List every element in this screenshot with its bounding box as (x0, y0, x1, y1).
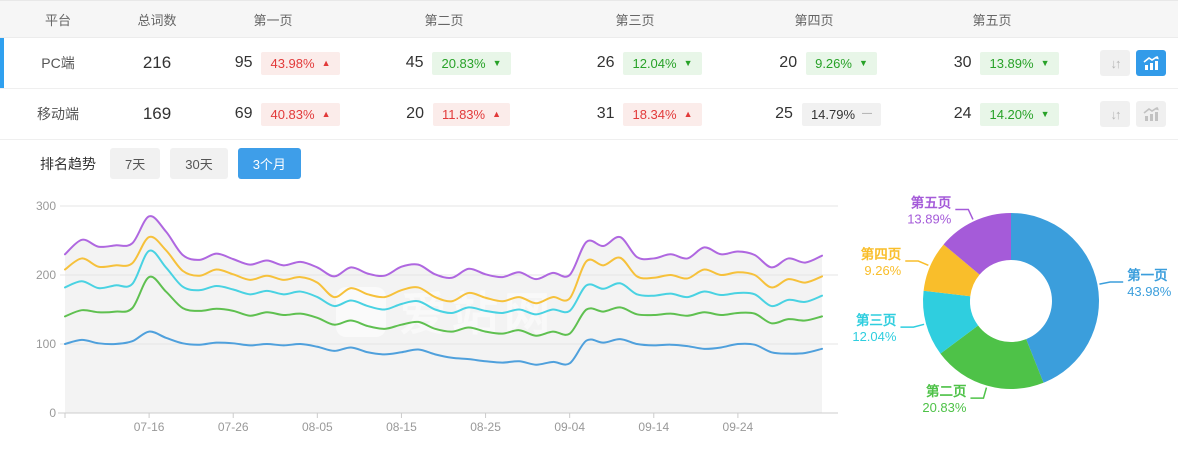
page3-pct: 18.34% (632, 106, 677, 122)
page5-count: 24 (953, 105, 972, 122)
page2-pct-badge: 11.83% (432, 102, 511, 126)
page4-pct: 9.26% (815, 55, 852, 71)
row-actions: ↓↑ (1086, 50, 1178, 76)
svg-text:08-05: 08-05 (302, 420, 333, 434)
table-row-mobile[interactable]: 移动端 169 69 40.83% 20 11.83% 31 18.34% 25… (0, 89, 1178, 140)
page4-pct-badge: 14.79% (801, 102, 882, 126)
tab-7-days[interactable]: 7天 (110, 148, 161, 179)
svg-text:第四页: 第四页 (861, 246, 902, 262)
trend-toolbar: 排名趋势 7天 30天 3个月 (0, 140, 1178, 187)
page2-cell: 45 20.83% (348, 51, 540, 75)
trend-chart-icon[interactable] (1136, 101, 1166, 127)
svg-text:300: 300 (36, 199, 56, 213)
svg-text:43.98%: 43.98% (1127, 284, 1172, 299)
page5-pct: 14.20% (989, 106, 1034, 122)
sort-arrows-icon[interactable]: ↓↑ (1100, 50, 1130, 76)
page1-count: 95 (234, 54, 253, 71)
svg-text:9.26%: 9.26% (864, 263, 901, 278)
platform-label: PC端 (41, 55, 75, 71)
platform-label: 移动端 (37, 106, 79, 122)
svg-text:20.83%: 20.83% (922, 400, 967, 415)
page1-cell: 69 40.83% (198, 102, 348, 126)
total-words: 216 (142, 53, 172, 72)
svg-text:0: 0 (49, 406, 56, 420)
col-header-platform: 平台 (44, 12, 71, 28)
page4-cell: 25 14.79% (730, 102, 898, 126)
svg-text:第一页: 第一页 (1127, 267, 1168, 283)
col-header-total: 总词数 (137, 12, 177, 28)
col-header-page2: 第二页 (424, 12, 464, 28)
page3-pct: 12.04% (632, 55, 677, 71)
page2-pct-badge: 20.83% (432, 51, 511, 75)
svg-text:09-24: 09-24 (723, 420, 754, 434)
page5-pct-badge: 13.89% (980, 51, 1059, 75)
page4-pct: 14.79% (810, 106, 856, 122)
page2-pct: 20.83% (441, 55, 486, 71)
svg-text:13.89%: 13.89% (907, 211, 952, 226)
svg-text:100: 100 (36, 337, 56, 351)
page4-count: 20 (779, 54, 798, 71)
page5-cell: 30 13.89% (898, 51, 1086, 75)
svg-text:第三页: 第三页 (856, 312, 897, 328)
svg-text:08-25: 08-25 (470, 420, 501, 434)
page3-cell: 26 12.04% (540, 51, 730, 75)
page3-count: 31 (596, 105, 615, 122)
page3-cell: 31 18.34% (540, 102, 730, 126)
tab-3-months[interactable]: 3个月 (237, 148, 301, 179)
sort-arrows-icon[interactable]: ↓↑ (1100, 101, 1130, 127)
page2-cell: 20 11.83% (348, 102, 540, 126)
page1-pct-badge: 40.83% (261, 102, 340, 126)
svg-text:07-26: 07-26 (218, 420, 249, 434)
page5-pct: 13.89% (989, 55, 1034, 71)
table-row-pc[interactable]: PC端 216 95 43.98% 45 20.83% 26 12.04% 20… (0, 38, 1178, 89)
page3-count: 26 (596, 54, 615, 71)
col-header-page4: 第四页 (794, 12, 834, 28)
row-actions: ↓↑ (1086, 101, 1178, 127)
page2-count: 45 (405, 54, 424, 71)
svg-text:09-04: 09-04 (554, 420, 585, 434)
page3-pct-badge: 18.34% (623, 102, 702, 126)
svg-text:08-15: 08-15 (386, 420, 417, 434)
col-header-page1: 第一页 (253, 12, 293, 28)
page4-cell: 20 9.26% (730, 51, 898, 75)
page3-pct-badge: 12.04% (623, 51, 702, 75)
total-words: 169 (142, 104, 172, 123)
page4-pct-badge: 9.26% (806, 51, 877, 75)
page1-cell: 95 43.98% (198, 51, 348, 75)
page5-pct-badge: 14.20% (980, 102, 1059, 126)
trend-title: 排名趋势 (40, 155, 96, 172)
page2-pct: 11.83% (441, 106, 486, 122)
table-header: 平台 总词数 第一页 第二页 第三页 第四页 第五页 (0, 1, 1178, 38)
col-header-page3: 第三页 (615, 12, 655, 28)
svg-text:12.04%: 12.04% (852, 329, 897, 344)
page2-count: 20 (406, 105, 424, 122)
svg-text:第二页: 第二页 (926, 383, 967, 399)
page1-pct-badge: 43.98% (261, 51, 340, 75)
page5-cell: 24 14.20% (898, 102, 1086, 126)
svg-text:07-16: 07-16 (134, 420, 165, 434)
tab-30-days[interactable]: 30天 (170, 148, 228, 179)
svg-text:第五页: 第五页 (911, 194, 952, 210)
col-header-page5: 第五页 (972, 12, 1012, 28)
page5-count: 30 (953, 54, 972, 71)
svg-text:09-14: 09-14 (638, 420, 669, 434)
page1-pct: 40.83% (270, 106, 315, 122)
page1-pct: 43.98% (270, 55, 315, 71)
page1-count: 69 (234, 105, 253, 122)
svg-text:200: 200 (36, 268, 56, 282)
page4-count: 25 (775, 105, 793, 122)
trend-chart-icon[interactable] (1136, 50, 1166, 76)
